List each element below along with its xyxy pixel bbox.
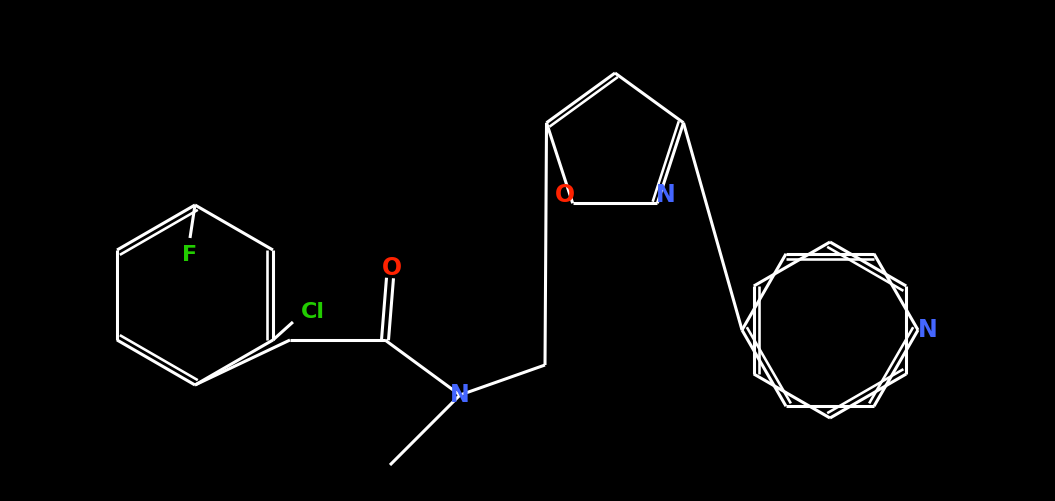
Text: F: F — [183, 245, 197, 265]
Text: Cl: Cl — [301, 302, 325, 322]
Text: N: N — [918, 318, 938, 342]
Text: O: O — [555, 183, 575, 207]
Text: N: N — [655, 183, 675, 207]
Text: N: N — [450, 383, 469, 407]
Text: O: O — [382, 256, 402, 280]
